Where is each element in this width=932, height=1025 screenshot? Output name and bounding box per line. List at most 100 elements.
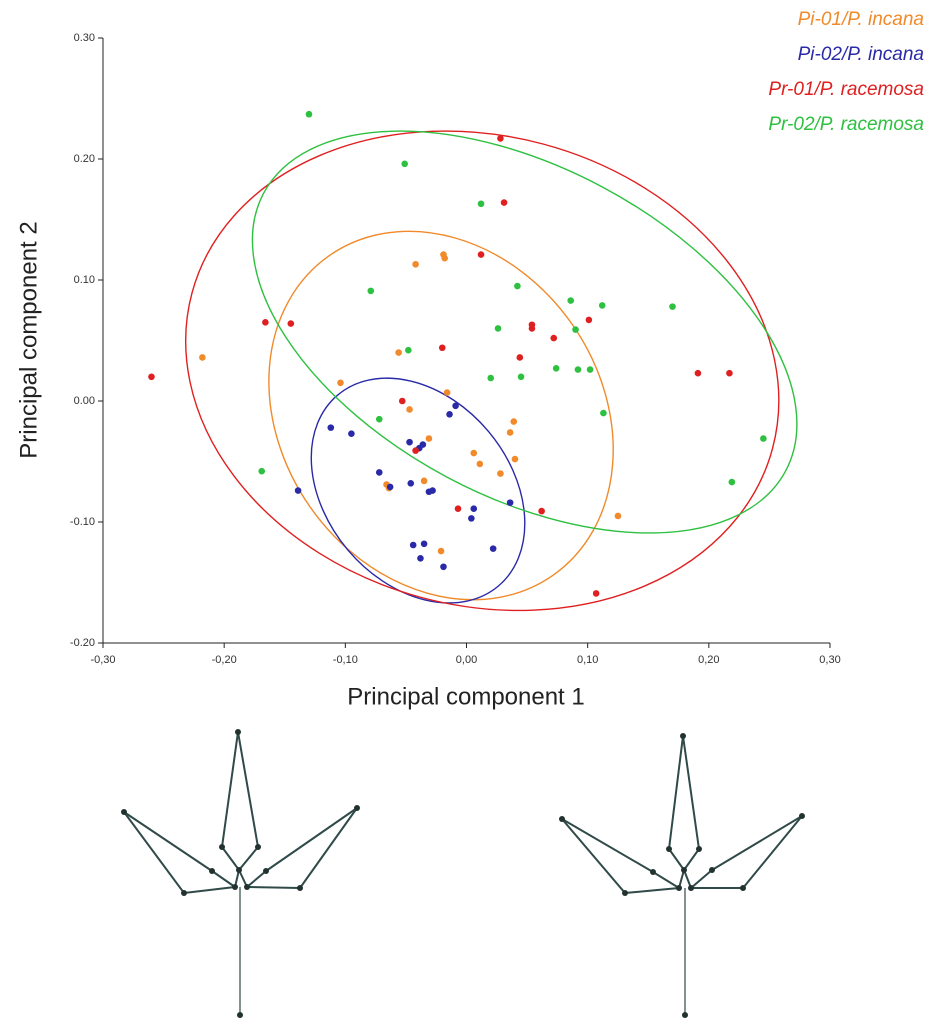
point [437, 547, 445, 555]
confidence-ellipse [251, 130, 798, 534]
point [468, 515, 475, 522]
y-tick-label: 0.30 [74, 32, 95, 44]
point [262, 319, 269, 326]
point [500, 199, 508, 206]
x-tick-label: 0,10 [577, 654, 598, 666]
point [567, 297, 575, 304]
confidence-ellipse [185, 130, 780, 612]
point [348, 430, 355, 437]
point [406, 438, 413, 446]
point [425, 435, 433, 442]
point [386, 483, 394, 491]
point [528, 325, 536, 332]
point [452, 402, 459, 410]
x-tick-label: 0,00 [456, 654, 477, 666]
point [409, 541, 417, 549]
point [728, 478, 736, 486]
point [454, 505, 462, 512]
legend-entry: Pi-02/P. incana [798, 44, 924, 65]
point [614, 512, 622, 520]
y-tick-label: 0.20 [74, 153, 95, 165]
legend-entry: Pr-01/P. racemosa [768, 79, 924, 100]
y-axis-title: Principal component 2 [15, 221, 42, 458]
point [305, 110, 313, 118]
confidence-ellipse [268, 230, 614, 601]
point [506, 429, 514, 436]
point [412, 447, 419, 454]
point [367, 287, 375, 295]
y-tick-label: 0.10 [74, 274, 95, 286]
point [294, 487, 302, 494]
legend-entry: Pi-01/P. incana [798, 9, 924, 30]
point [438, 344, 446, 352]
point [669, 303, 676, 310]
point [550, 334, 558, 342]
point [420, 540, 428, 548]
y-tick-label: -0.10 [70, 516, 95, 528]
point [494, 325, 502, 332]
point [429, 487, 436, 494]
point [497, 470, 504, 477]
point [506, 499, 514, 506]
point [538, 507, 545, 515]
point [412, 260, 419, 268]
y-tick-label: 0.00 [74, 395, 95, 407]
point [395, 349, 402, 356]
point [327, 424, 335, 431]
point [592, 590, 600, 597]
point [446, 411, 453, 418]
point [420, 477, 428, 485]
point [760, 435, 767, 442]
point [337, 379, 344, 387]
point [470, 449, 478, 457]
x-tick-label: 0,20 [698, 654, 719, 666]
point [477, 251, 485, 258]
point [511, 455, 519, 463]
point [552, 365, 560, 372]
point [477, 200, 485, 208]
point [517, 373, 525, 381]
confidence-ellipse [310, 377, 526, 604]
point [600, 409, 607, 417]
point [440, 563, 447, 571]
point [406, 406, 413, 413]
point [487, 374, 495, 382]
point [510, 418, 518, 425]
x-tick-label: -0,30 [90, 654, 115, 666]
point [585, 316, 593, 324]
point [398, 397, 406, 405]
point [375, 469, 383, 476]
point [497, 135, 504, 142]
x-tick-label: 0,30 [819, 654, 840, 666]
point [199, 354, 206, 361]
x-axis-title: Principal component 1 [347, 683, 584, 710]
point [407, 479, 415, 487]
point [470, 505, 478, 512]
x-tick-label: -0,20 [212, 654, 237, 666]
x-tick-label: -0,10 [333, 654, 358, 666]
point [694, 369, 702, 377]
point [287, 320, 295, 327]
point [441, 254, 448, 262]
point [258, 467, 266, 475]
point [514, 282, 521, 290]
point [476, 460, 484, 468]
point [148, 373, 155, 381]
point [516, 354, 524, 361]
point [417, 555, 424, 562]
point [401, 160, 409, 168]
point [572, 326, 579, 333]
y-tick-label: -0.20 [70, 637, 95, 649]
legend-entry: Pr-02/P. racemosa [768, 114, 924, 135]
leaf-shape-right [559, 733, 805, 1018]
point [726, 369, 733, 377]
point [443, 389, 451, 396]
point [489, 545, 497, 552]
point [375, 415, 383, 423]
point [586, 366, 594, 373]
leaf-shape-left [121, 729, 360, 1018]
point [598, 302, 606, 309]
point [405, 346, 412, 354]
point [574, 366, 582, 373]
